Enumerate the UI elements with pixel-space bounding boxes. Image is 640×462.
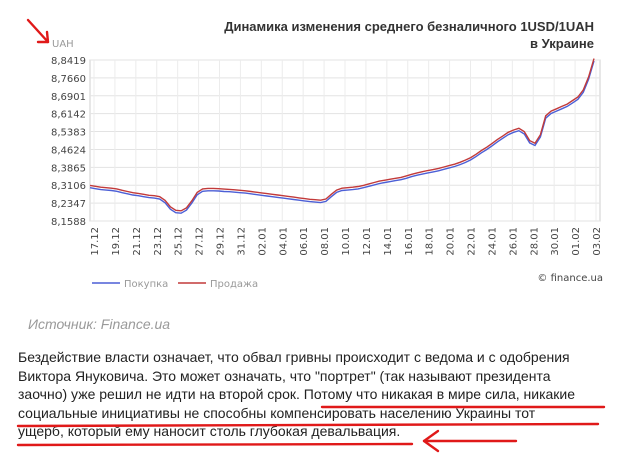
x-tick-label: 18.01 — [425, 227, 436, 256]
x-tick-label: 10.01 — [341, 227, 352, 256]
chart: Динамика изменения среднего безналичного… — [51, 19, 603, 290]
x-tick-label: 25.12 — [174, 227, 185, 256]
paragraph-line: Бездействие власти означает, что обвал г… — [18, 349, 570, 365]
plot-lines — [89, 58, 595, 214]
underline-3 — [16, 442, 414, 447]
x-tick-label: 03.02 — [592, 227, 603, 256]
legend: Покупка Продажа — [92, 279, 258, 290]
x-tick-label: 24.01 — [487, 227, 498, 256]
x-tick-label: 02.01 — [257, 227, 268, 256]
y-tick-label: 8,3106 — [51, 181, 86, 192]
x-tick-label: 28.01 — [529, 227, 540, 256]
y-tick-label: 8,7660 — [51, 74, 86, 85]
source-caption: Источник: Finance.ua — [28, 316, 171, 332]
x-tick-label: 12.01 — [362, 227, 373, 256]
x-tick-label: 01.02 — [571, 227, 582, 256]
paragraph-line: заочно) уже решил не идти на второй срок… — [18, 386, 576, 403]
x-tick-label: 06.01 — [299, 227, 310, 256]
x-tick-label: 17.12 — [90, 227, 101, 256]
y-tick-label: 8,6901 — [51, 92, 86, 103]
y-tick-label: 8,1588 — [51, 217, 86, 228]
x-tick-label: 22.01 — [467, 227, 478, 256]
series-line-buy — [89, 60, 595, 214]
legend-label-buy: Покупка — [124, 279, 168, 290]
y-tick-label: 8,4624 — [51, 145, 86, 156]
chart-title: Динамика изменения среднего безналичного… — [224, 19, 594, 34]
article-paragraph: Бездействие власти означает, что обвал г… — [18, 348, 628, 441]
x-tick-label: 29.12 — [216, 227, 227, 256]
x-tick-label: 21.12 — [132, 227, 143, 256]
x-tick-label: 23.12 — [153, 227, 164, 256]
paragraph-line: Виктора Януковича. Это может означать, ч… — [18, 367, 551, 384]
x-tick-label: 30.01 — [550, 227, 561, 256]
y-tick-label: 8,2347 — [51, 199, 86, 210]
y-tick-label: 8,3865 — [51, 163, 86, 174]
x-tick-label: 26.01 — [508, 227, 519, 256]
series-line-sell — [89, 58, 595, 212]
x-tick-label: 08.01 — [320, 227, 331, 256]
y-axis: 8,8419 8,7660 8,6901 8,6142 8,5383 8,4624 8,38… — [51, 56, 86, 228]
x-tick-label: 14.01 — [383, 227, 394, 256]
x-tick-label: 19.12 — [111, 227, 122, 256]
x-tick-label: 31.12 — [236, 227, 247, 256]
watermark: © finance.ua — [537, 273, 603, 284]
x-tick-label: 27.12 — [195, 227, 206, 256]
chart-subtitle: в Украине — [530, 36, 594, 51]
paragraph-line: ущерб, который ему наносит столь глубока… — [18, 423, 401, 440]
paragraph-line: социальные инициативы не способны компен… — [18, 404, 536, 421]
x-tick-label: 04.01 — [278, 227, 289, 256]
x-tick-label: 20.01 — [446, 227, 457, 256]
legend-label-sell: Продажа — [210, 279, 258, 290]
x-tick-label: 16.01 — [404, 227, 415, 256]
unit-label: UAH — [52, 39, 74, 50]
y-tick-label: 8,6142 — [51, 110, 86, 121]
y-tick-label: 8,8419 — [51, 56, 86, 67]
grid — [89, 59, 601, 222]
y-tick-label: 8,5383 — [51, 128, 86, 139]
x-axis: 17.12 19.12 21.12 23.12 25.12 27.12 29.12 31.12… — [90, 227, 603, 256]
